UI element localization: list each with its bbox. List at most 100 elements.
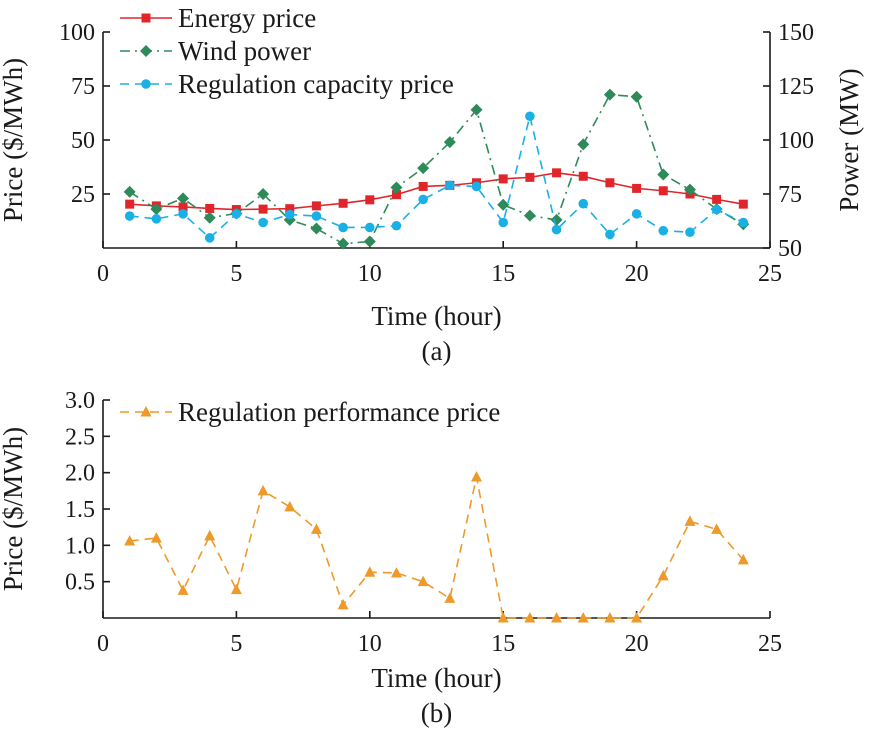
data-point <box>123 185 136 198</box>
y-tick-label-left: 2.0 <box>65 461 95 487</box>
data-point <box>630 90 643 103</box>
series-line <box>129 116 744 239</box>
data-point <box>177 584 189 595</box>
data-point <box>443 136 456 149</box>
data-point <box>551 224 562 235</box>
data-point <box>338 222 348 233</box>
data-point <box>578 198 589 209</box>
legend-entry: Wind power <box>120 36 311 66</box>
series-regulation-capacity-price <box>124 111 749 243</box>
data-point <box>445 180 455 191</box>
data-point <box>284 209 295 220</box>
data-point <box>577 138 590 151</box>
data-point <box>338 198 348 208</box>
data-point <box>204 529 216 541</box>
data-point <box>524 612 536 623</box>
data-point <box>124 534 136 546</box>
data-point <box>364 566 376 577</box>
y-tick-label-right: 100 <box>778 128 814 154</box>
legend-label: Wind power <box>178 36 311 66</box>
data-point <box>337 237 350 250</box>
data-point <box>151 214 162 224</box>
y-tick-label-left: 0.5 <box>65 570 95 596</box>
y-tick-label-right: 125 <box>778 74 814 100</box>
series-wind-power <box>123 88 750 250</box>
data-point <box>525 111 535 122</box>
x-tick-label: 5 <box>230 631 242 657</box>
x-axis-title: Time (hour) <box>371 301 501 331</box>
data-point <box>230 583 242 595</box>
data-point <box>577 612 589 623</box>
series-line <box>129 93 744 245</box>
legend-marker <box>141 13 151 23</box>
data-point <box>417 575 429 587</box>
data-point <box>605 229 615 240</box>
data-point <box>552 168 562 178</box>
y-tick-label-right: 150 <box>778 20 814 46</box>
series-line <box>129 172 744 211</box>
legend-label: Energy price <box>178 3 316 33</box>
data-point <box>311 211 322 221</box>
legend-marker <box>140 406 152 417</box>
data-point <box>711 204 722 215</box>
data-point <box>471 471 483 482</box>
data-point <box>658 186 668 196</box>
data-point <box>285 204 295 214</box>
legend-marker <box>140 45 152 57</box>
data-point <box>125 199 135 209</box>
data-point <box>498 217 509 228</box>
data-point <box>257 188 270 200</box>
legend-marker <box>141 79 151 89</box>
data-point <box>684 515 696 526</box>
x-tick-label: 5 <box>230 261 242 287</box>
data-point <box>683 183 696 196</box>
legend-label: Regulation performance price <box>178 397 500 427</box>
legend-entry: Regulation capacity price <box>120 69 454 99</box>
data-point <box>551 612 563 623</box>
data-point <box>178 209 188 219</box>
data-point <box>738 199 748 209</box>
data-point <box>685 227 695 238</box>
data-point <box>363 235 376 248</box>
data-point <box>203 211 216 224</box>
data-point <box>550 213 563 226</box>
data-point <box>471 181 482 192</box>
data-point <box>391 190 401 200</box>
y-axis-title-left: Price ($/MWh) <box>0 58 28 222</box>
data-point <box>631 612 643 623</box>
data-point <box>418 181 428 191</box>
data-point <box>417 162 430 175</box>
y-tick-label-left: 25 <box>71 182 95 208</box>
data-point <box>525 172 535 182</box>
data-point <box>523 209 536 222</box>
panel-caption: (a) <box>422 336 452 366</box>
data-point <box>658 225 669 236</box>
y-tick-label-right: 75 <box>778 182 802 208</box>
x-tick-label: 10 <box>358 261 382 287</box>
y-tick-label-left: 1.5 <box>65 497 95 523</box>
legend-entry: Energy price <box>120 3 316 33</box>
data-point <box>737 553 749 565</box>
data-point <box>712 194 722 204</box>
x-tick-label: 15 <box>491 631 515 657</box>
data-point <box>284 500 296 512</box>
data-point <box>365 222 375 233</box>
x-tick-label: 20 <box>625 631 649 657</box>
x-tick-label: 20 <box>625 261 649 287</box>
data-point <box>150 203 163 216</box>
series-regulation-performance-price <box>124 471 749 623</box>
data-point <box>337 598 349 610</box>
data-point <box>178 202 188 212</box>
data-point <box>258 217 268 228</box>
y-tick-label-right: 50 <box>778 236 802 262</box>
data-point <box>632 183 642 193</box>
panel-caption: (b) <box>421 698 452 728</box>
y-tick-label-left: 1.0 <box>65 533 95 559</box>
data-point <box>578 171 588 181</box>
y-tick-label-left: 50 <box>71 128 95 154</box>
y-tick-label-left: 2.5 <box>65 424 95 450</box>
data-point <box>124 211 135 221</box>
y-axis-title-right: Power (MW) <box>834 68 864 211</box>
data-point <box>418 194 428 205</box>
